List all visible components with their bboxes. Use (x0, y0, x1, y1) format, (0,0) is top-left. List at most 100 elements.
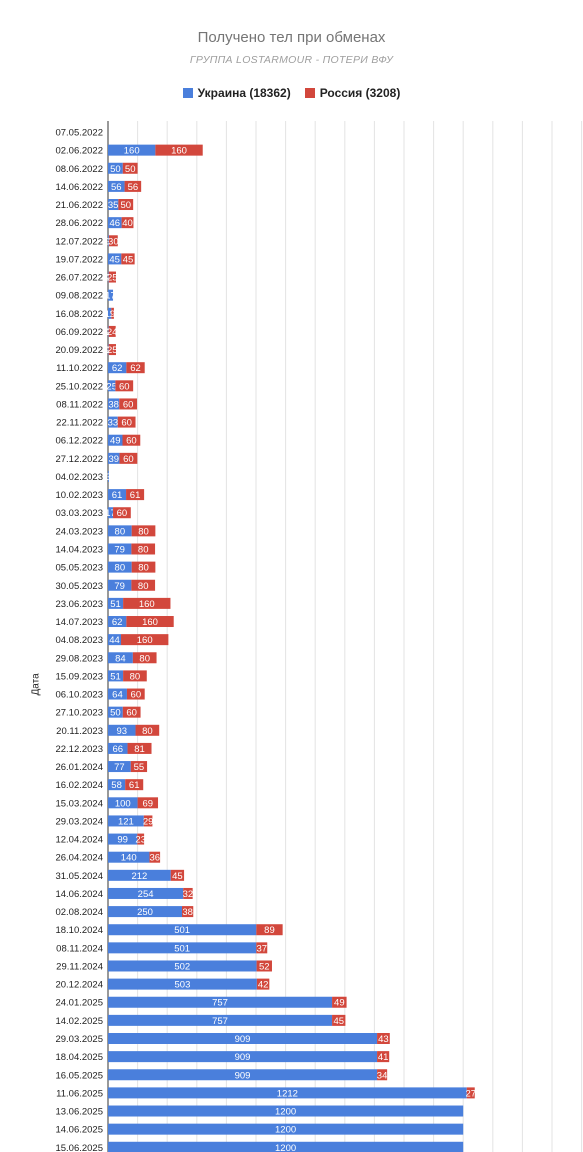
bar-ukraine[interactable] (108, 1051, 378, 1063)
bar-russia[interactable] (122, 162, 138, 174)
bar-ukraine[interactable] (108, 253, 122, 265)
bar-russia[interactable] (256, 978, 270, 990)
bar-russia[interactable] (256, 942, 268, 954)
bar-ukraine[interactable] (108, 906, 182, 918)
bar-ukraine[interactable] (108, 1014, 333, 1026)
bar-ukraine[interactable] (108, 652, 133, 664)
bar-ukraine[interactable] (108, 851, 150, 863)
bar-ukraine[interactable] (108, 1123, 464, 1135)
bar-ukraine[interactable] (108, 742, 128, 754)
bar-ukraine[interactable] (108, 217, 122, 229)
bar-russia[interactable] (126, 489, 145, 501)
bar-russia[interactable] (131, 561, 156, 573)
bar-russia[interactable] (130, 761, 148, 773)
bar-russia[interactable] (115, 380, 134, 392)
bar-ukraine[interactable] (108, 362, 127, 374)
bar-russia[interactable] (131, 579, 156, 591)
bar-ukraine[interactable] (108, 199, 119, 211)
bar-ukraine[interactable] (108, 1105, 464, 1117)
bar-ukraine[interactable] (108, 960, 257, 972)
bar-ukraine[interactable] (108, 416, 118, 428)
bar-ukraine[interactable] (108, 1069, 378, 1081)
bar-ukraine[interactable] (108, 1087, 467, 1099)
bar-ukraine[interactable] (108, 797, 138, 809)
bar-russia[interactable] (119, 452, 138, 464)
bar-russia[interactable] (143, 815, 153, 827)
bar-ukraine[interactable] (108, 869, 171, 881)
bar-ukraine[interactable] (108, 924, 257, 936)
bar-russia[interactable] (256, 924, 283, 936)
bar-russia[interactable] (332, 996, 347, 1008)
bar-ukraine[interactable] (108, 1141, 464, 1152)
bar-russia[interactable] (377, 1069, 388, 1081)
bar-russia[interactable] (137, 797, 159, 809)
bar-ukraine[interactable] (108, 344, 109, 356)
bar-russia[interactable] (124, 180, 142, 192)
bar-ukraine[interactable] (108, 833, 138, 845)
bar-russia[interactable] (126, 616, 174, 628)
bar-ukraine[interactable] (108, 942, 257, 954)
bar-russia[interactable] (123, 597, 171, 609)
bar-russia[interactable] (155, 144, 203, 156)
bar-ukraine[interactable] (108, 1033, 378, 1044)
bar-ukraine[interactable] (108, 489, 127, 501)
bar-ukraine[interactable] (108, 887, 184, 899)
bar-russia[interactable] (108, 271, 116, 283)
bar-ukraine[interactable] (108, 380, 116, 392)
bar-ukraine[interactable] (108, 398, 120, 410)
bar-ukraine[interactable] (108, 235, 109, 247)
bar-ukraine[interactable] (108, 996, 333, 1008)
bar-russia[interactable] (170, 869, 185, 881)
bar-ukraine[interactable] (108, 162, 123, 174)
bar-russia[interactable] (131, 525, 156, 537)
legend-item-russia[interactable]: Россия (3208) (304, 86, 400, 100)
bar-russia[interactable] (377, 1051, 390, 1063)
bar-russia[interactable] (127, 742, 152, 754)
bar-russia[interactable] (119, 398, 138, 410)
bar-ukraine[interactable] (108, 688, 127, 700)
bar-ukraine[interactable] (108, 706, 123, 718)
bar-russia[interactable] (108, 325, 116, 337)
bar-russia[interactable] (113, 507, 131, 519)
bar-russia[interactable] (131, 543, 156, 555)
bar-ukraine[interactable] (108, 470, 109, 482)
bar-russia[interactable] (108, 344, 116, 356)
bar-ukraine[interactable] (108, 561, 132, 573)
legend-item-ukraine[interactable]: Украина (18362) (182, 86, 291, 100)
bar-ukraine[interactable] (108, 289, 114, 301)
bar-russia[interactable] (135, 724, 160, 736)
bar-russia[interactable] (123, 670, 147, 682)
bar-ukraine[interactable] (108, 543, 132, 555)
bar-ukraine[interactable] (108, 634, 122, 646)
bar-russia[interactable] (125, 779, 144, 791)
bar-russia[interactable] (126, 362, 145, 374)
bar-ukraine[interactable] (108, 761, 131, 773)
bar-russia[interactable] (132, 652, 157, 664)
bar-russia[interactable] (122, 706, 141, 718)
bar-russia[interactable] (377, 1033, 390, 1044)
bar-russia[interactable] (122, 434, 141, 446)
bar-ukraine[interactable] (108, 325, 109, 337)
bar-russia[interactable] (121, 217, 134, 229)
bar-russia[interactable] (182, 906, 194, 918)
bar-russia[interactable] (121, 634, 169, 646)
bar-russia[interactable] (149, 851, 161, 863)
bar-ukraine[interactable] (108, 525, 132, 537)
bar-ukraine[interactable] (108, 815, 144, 827)
bar-ukraine[interactable] (108, 779, 126, 791)
bar-ukraine[interactable] (108, 579, 132, 591)
bar-ukraine[interactable] (108, 434, 123, 446)
bar-russia[interactable] (466, 1087, 475, 1099)
bar-russia[interactable] (121, 253, 135, 265)
bar-russia[interactable] (117, 416, 136, 428)
bar-ukraine[interactable] (108, 144, 156, 156)
bar-ukraine[interactable] (108, 978, 257, 990)
bar-ukraine[interactable] (108, 307, 112, 319)
bar-ukraine[interactable] (108, 507, 114, 519)
bar-ukraine[interactable] (108, 597, 124, 609)
bar-russia[interactable] (108, 235, 118, 247)
bar-russia[interactable] (332, 1014, 346, 1026)
bar-russia[interactable] (118, 199, 134, 211)
bar-ukraine[interactable] (108, 616, 127, 628)
bar-russia[interactable] (137, 833, 145, 845)
